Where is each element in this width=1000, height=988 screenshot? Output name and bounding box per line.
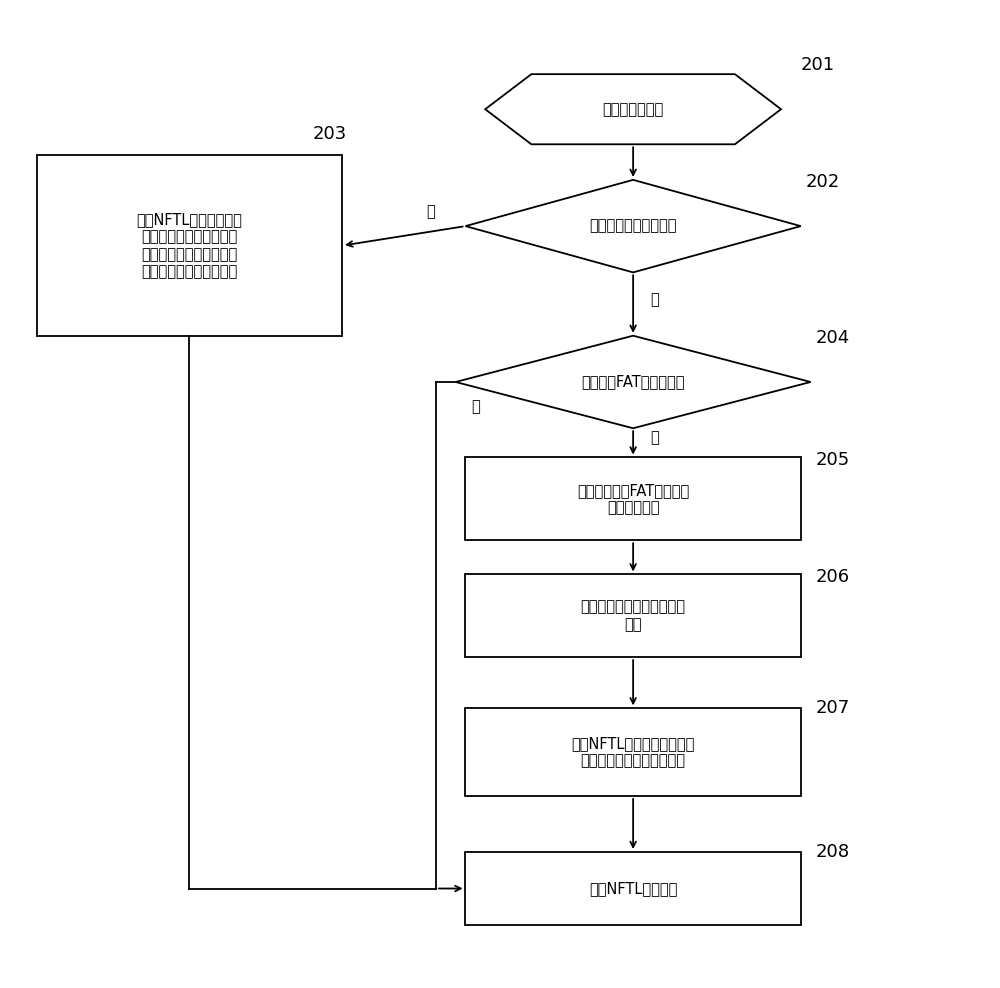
Text: 删除NFTL中所有逻辑地
址对应的逻辑到物理的映
射关系，使所有逻辑地址
对应的物理块成为空闲块: 删除NFTL中所有逻辑地 址对应的逻辑到物理的映 射关系，使所有逻辑地址 对应的… [136,212,242,280]
Text: 202: 202 [806,173,840,192]
Text: 是: 是 [427,204,435,219]
FancyBboxPatch shape [465,574,801,657]
Text: 统计当前写的FAT表或簇位
图中的空闲簇: 统计当前写的FAT表或簇位 图中的空闲簇 [577,483,689,515]
Polygon shape [465,180,801,273]
Text: 201: 201 [801,56,835,74]
Text: 是否是系统格式化命令: 是否是系统格式化命令 [589,218,677,233]
Text: 删除NFTL中所述逻辑地址对
应的逻辑到物理的映射关系: 删除NFTL中所述逻辑地址对 应的逻辑到物理的映射关系 [571,736,695,769]
Text: 是否是写FAT表或簇位图: 是否是写FAT表或簇位图 [581,374,685,389]
FancyBboxPatch shape [465,457,801,540]
Text: 系统接收写命令: 系统接收写命令 [602,102,664,117]
Text: 204: 204 [816,329,850,347]
Text: 调用NFTL的写操作: 调用NFTL的写操作 [589,881,677,896]
FancyBboxPatch shape [465,708,801,796]
FancyBboxPatch shape [465,852,801,925]
Text: 207: 207 [816,700,850,717]
Polygon shape [485,74,781,144]
Polygon shape [456,336,811,428]
Text: 计算所述空闲簇对应的逻辑
地址: 计算所述空闲簇对应的逻辑 地址 [581,600,686,632]
Text: 208: 208 [816,844,850,862]
Text: 是: 是 [650,431,659,446]
Text: 206: 206 [816,568,850,586]
Text: 否: 否 [471,399,480,414]
Text: 205: 205 [816,451,850,469]
Text: 203: 203 [313,124,347,142]
Text: 否: 否 [650,291,659,306]
FancyBboxPatch shape [37,155,342,336]
